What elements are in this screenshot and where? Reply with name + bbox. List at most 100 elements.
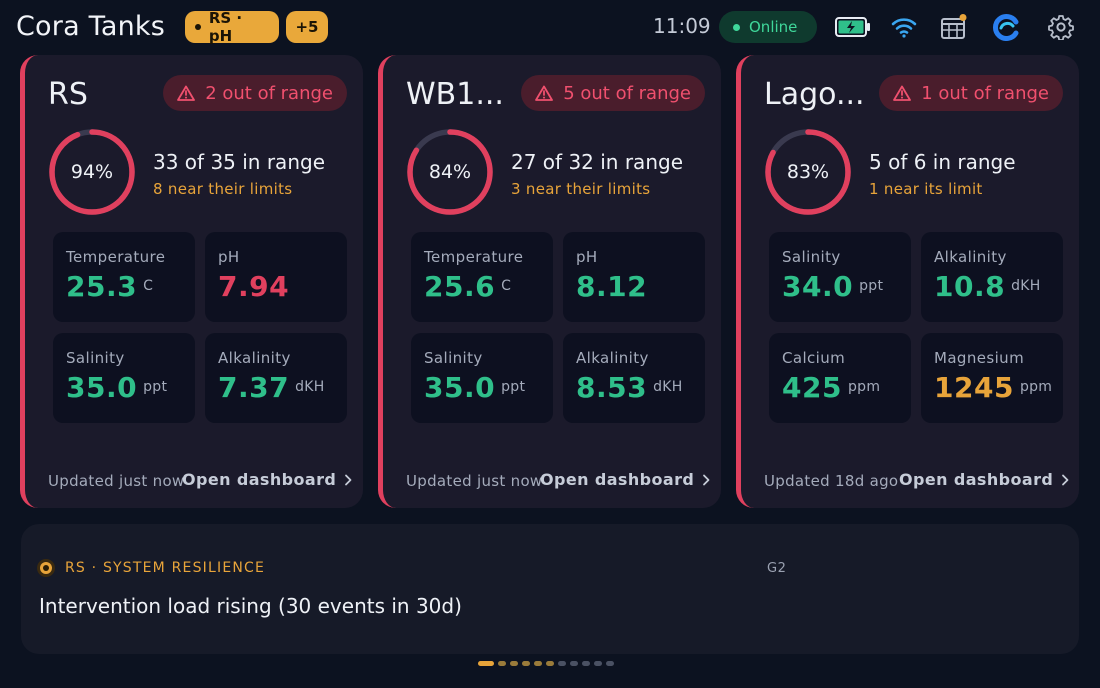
metric-tile[interactable]: Temperature 25.6 C xyxy=(411,232,553,322)
metric-label: Salinity xyxy=(782,248,841,266)
metric-label: Alkalinity xyxy=(934,248,1007,266)
page-dot[interactable] xyxy=(510,661,518,666)
page-dot[interactable] xyxy=(498,661,506,666)
metric-label: Salinity xyxy=(424,349,483,367)
tank-name: Lago... xyxy=(764,77,865,112)
out-of-range-badge[interactable]: 5 out of range xyxy=(521,75,705,111)
insight-category: RS · SYSTEM RESILIENCE xyxy=(65,560,266,576)
metric-tile[interactable]: Calcium 425 ppm xyxy=(769,333,911,423)
insight-title: Intervention load rising (30 events in 3… xyxy=(39,594,462,618)
metric-value: 34.0 xyxy=(782,270,854,303)
page-dot[interactable] xyxy=(546,661,554,666)
open-dashboard-link[interactable]: Open dashboard xyxy=(182,470,352,489)
connection-status-label: Online xyxy=(749,18,798,36)
insight-card[interactable]: RS · SYSTEM RESILIENCE G2 Intervention l… xyxy=(21,524,1079,654)
health-gauge xyxy=(407,129,493,215)
page-dot[interactable] xyxy=(558,661,566,666)
metric-value: 25.6 xyxy=(424,270,496,303)
metric-value-row: 1245 ppm xyxy=(934,371,1052,404)
metric-unit: ppt xyxy=(143,379,168,395)
out-of-range-badge[interactable]: 1 out of range xyxy=(879,75,1063,111)
metric-value-row: 35.0 ppt xyxy=(424,371,525,404)
top-bar: Cora Tanks RS · pH +5 11:09 Online xyxy=(0,0,1100,54)
metric-tile[interactable]: pH 7.94 xyxy=(205,232,347,322)
open-dashboard-link[interactable]: Open dashboard xyxy=(899,470,1069,489)
tank-name: WB1... xyxy=(406,77,504,112)
metric-tile[interactable]: Alkalinity 10.8 dKH xyxy=(921,232,1063,322)
metric-tile[interactable]: Temperature 25.3 C xyxy=(53,232,195,322)
metric-label: Calcium xyxy=(782,349,846,367)
metric-value-row: 425 ppm xyxy=(782,371,880,404)
metric-value: 35.0 xyxy=(66,371,138,404)
calendar-icon[interactable] xyxy=(938,13,968,41)
page-dot[interactable] xyxy=(582,661,590,666)
tank-card[interactable]: Lago... 1 out of range 83% 5 of 6 in rang… xyxy=(736,55,1079,508)
chevron-right-icon xyxy=(703,474,710,485)
metric-value: 425 xyxy=(782,371,842,404)
last-updated: Updated 18d ago xyxy=(764,472,899,490)
page-dot[interactable] xyxy=(570,661,578,666)
health-gauge-fill xyxy=(407,129,493,215)
health-gauge xyxy=(765,129,851,215)
clock-time: 11:09 xyxy=(653,14,711,38)
edge-browser-icon[interactable] xyxy=(991,13,1021,41)
last-updated: Updated just now xyxy=(406,472,543,490)
metric-label: Alkalinity xyxy=(576,349,649,367)
insight-status-icon xyxy=(40,562,52,574)
in-range-summary: 33 of 35 in range xyxy=(153,150,325,174)
tank-card[interactable]: WB1... 5 out of range 84% 27 of 32 in ran… xyxy=(378,55,721,508)
page-dot[interactable] xyxy=(478,661,494,666)
in-range-summary: 5 of 6 in range xyxy=(869,150,1016,174)
chevron-right-icon xyxy=(1062,474,1069,485)
metric-tile[interactable]: pH 8.12 xyxy=(563,232,705,322)
health-percent: 83% xyxy=(786,161,830,183)
page-dot[interactable] xyxy=(534,661,542,666)
health-percent: 84% xyxy=(428,161,472,183)
metric-value-row: 7.94 xyxy=(218,270,295,303)
page-indicator[interactable] xyxy=(478,661,614,667)
metric-tile[interactable]: Magnesium 1245 ppm xyxy=(921,333,1063,423)
metric-label: Salinity xyxy=(66,349,125,367)
last-updated: Updated just now xyxy=(48,472,185,490)
metric-unit: C xyxy=(501,278,512,294)
chevron-right-icon xyxy=(345,474,352,485)
active-tank-pill[interactable]: RS · pH xyxy=(185,9,279,45)
near-limits-summary: 1 near its limit xyxy=(869,180,983,198)
out-of-range-label: 5 out of range xyxy=(563,82,691,104)
metric-tile[interactable]: Salinity 34.0 ppt xyxy=(769,232,911,322)
tank-card[interactable]: RS 2 out of range 94% 33 of 35 in range 8 … xyxy=(20,55,363,508)
insight-code: G2 xyxy=(767,561,787,576)
battery-charging-icon xyxy=(834,13,872,41)
open-dashboard-link[interactable]: Open dashboard xyxy=(540,470,710,489)
metric-value-row: 35.0 ppt xyxy=(66,371,167,404)
connection-status-badge: Online xyxy=(719,11,817,43)
more-tanks-label: +5 xyxy=(295,18,319,36)
wifi-icon[interactable] xyxy=(889,13,919,41)
metric-label: Magnesium xyxy=(934,349,1025,367)
metric-tile[interactable]: Salinity 35.0 ppt xyxy=(53,333,195,423)
gear-icon[interactable] xyxy=(1046,13,1076,41)
open-dashboard-label: Open dashboard xyxy=(899,470,1054,489)
tank-name: RS xyxy=(48,77,88,112)
metric-label: pH xyxy=(576,248,598,266)
page-dot[interactable] xyxy=(606,661,614,666)
metric-unit: ppm xyxy=(847,379,881,395)
near-limits-summary: 8 near their limits xyxy=(153,180,293,198)
app-title: Cora Tanks xyxy=(16,11,165,42)
metric-tile[interactable]: Alkalinity 8.53 dKH xyxy=(563,333,705,423)
page-dot[interactable] xyxy=(522,661,530,666)
metric-label: Alkalinity xyxy=(218,349,291,367)
metric-value: 25.3 xyxy=(66,270,138,303)
metric-value: 8.12 xyxy=(576,270,648,303)
more-tanks-pill[interactable]: +5 xyxy=(286,11,328,43)
metric-unit: dKH xyxy=(295,379,325,395)
metric-tile[interactable]: Alkalinity 7.37 dKH xyxy=(205,333,347,423)
metric-unit: dKH xyxy=(1011,278,1041,294)
metric-label: Temperature xyxy=(66,248,166,266)
out-of-range-badge[interactable]: 2 out of range xyxy=(163,75,347,111)
warning-icon xyxy=(177,85,196,101)
metric-unit: dKH xyxy=(653,379,683,395)
metric-value-row: 25.3 C xyxy=(66,270,153,303)
page-dot[interactable] xyxy=(594,661,602,666)
metric-tile[interactable]: Salinity 35.0 ppt xyxy=(411,333,553,423)
